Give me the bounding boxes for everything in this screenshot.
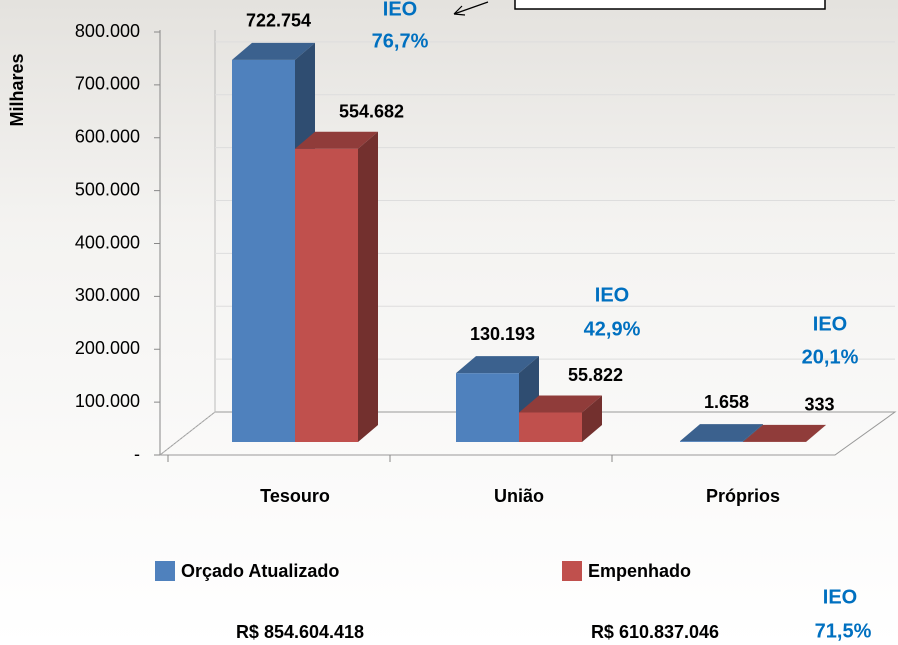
value-label: 130.193 [470,324,535,344]
ieo-label: IEO [813,313,847,335]
y-tick-label: 600.000 [75,127,140,147]
value-label: 554.682 [339,101,404,121]
legend-label: Orçado Atualizado [181,561,339,581]
value-label: 722.754 [246,11,311,31]
x-tick-label: Tesouro [260,486,330,506]
ieo-label: IEO [823,586,857,608]
ieo-total: 71,5% [815,620,872,642]
y-tick-label: 500.000 [75,179,140,199]
chart: Milhares Orçado Atualizado Empenhado R$ … [0,0,898,645]
x-tick-label: União [494,486,544,506]
ieo-value: 20,1% [802,346,859,368]
ieo-value: 76,7% [372,30,429,52]
bar [456,373,519,442]
y-tick-label: 800.000 [75,21,140,41]
y-tick-label: 400.000 [75,232,140,252]
value-label: 1.658 [704,392,749,412]
ieo-label: IEO [383,0,417,20]
y-tick-label: 700.000 [75,74,140,94]
ieo-label: IEO [595,284,629,306]
ieo-value: 42,9% [584,318,641,340]
bar [232,60,295,442]
y-tick-label: 100.000 [75,391,140,411]
y-tick-label: - [134,444,140,464]
callout-box [515,0,825,9]
y-axis-label: Milhares [7,53,27,126]
background [0,0,898,645]
bar [295,149,358,442]
legend-label: Empenhado [588,561,691,581]
total: R$ 610.837.046 [591,622,719,642]
legend-swatch [562,561,582,581]
value-label: 333 [804,395,834,415]
bar [519,412,582,442]
y-tick-label: 200.000 [75,338,140,358]
total: R$ 854.604.418 [236,622,364,642]
y-tick-label: 300.000 [75,285,140,305]
bar-side [358,132,378,442]
bar [680,441,743,442]
x-tick-label: Próprios [706,486,780,506]
legend-swatch [155,561,175,581]
value-label: 55.822 [568,365,623,385]
